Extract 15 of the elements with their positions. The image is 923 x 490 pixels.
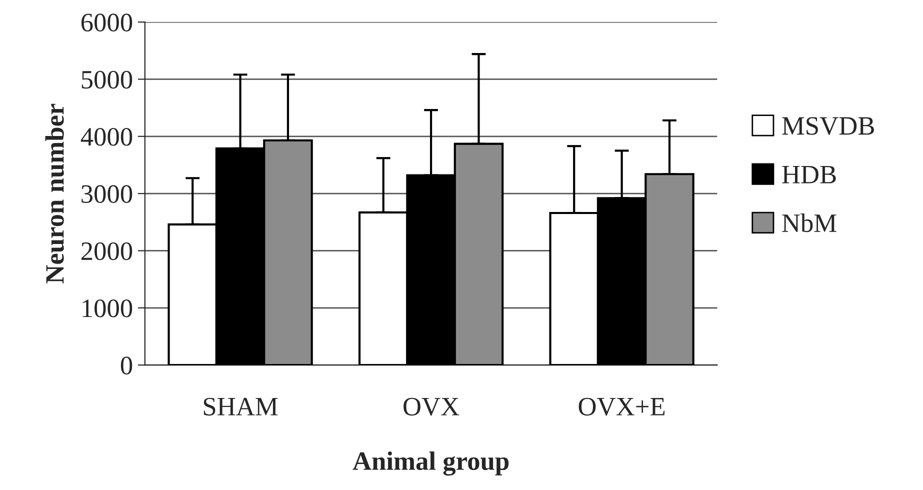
legend-label: MSVDB (782, 117, 874, 135)
legend-label: NbM (782, 214, 836, 232)
y-tick-label: 3000 (82, 185, 132, 203)
x-axis-title: Animal group (352, 451, 509, 476)
y-tick-label: 0 (120, 356, 132, 374)
legend-label: HDB (782, 166, 836, 184)
y-tick-label: 1000 (82, 299, 132, 318)
x-tick-label: OVX (404, 398, 460, 416)
y-tick-label: 5000 (82, 70, 132, 89)
y-tick-label: 6000 (81, 14, 132, 32)
x-tick-label: SHAM (204, 398, 278, 416)
y-tick-label: 4000 (80, 128, 132, 146)
y-axis-title: Neuron number (45, 104, 64, 284)
x-tick-label: OVX+E (578, 398, 665, 416)
y-tick-label: 2000 (81, 242, 132, 260)
